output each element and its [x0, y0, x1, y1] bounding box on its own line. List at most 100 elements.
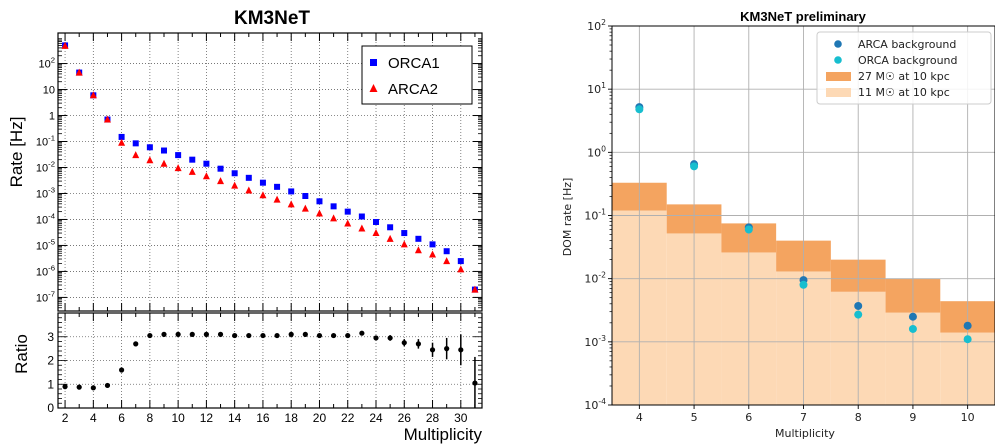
orca1-point — [161, 147, 167, 154]
left-y-axis-label: Rate [Hz] — [7, 117, 26, 188]
y-tick-label: 2 — [47, 354, 54, 368]
ratio-point — [175, 331, 181, 337]
y-tick-label: 1 — [49, 111, 55, 123]
arca2-point — [429, 250, 437, 258]
right-y-axis-label: DOM rate [Hz] — [561, 178, 574, 257]
arca2-point — [386, 234, 394, 242]
arca-background-point — [963, 321, 972, 330]
ratio-point — [119, 367, 125, 373]
ratio-point — [76, 384, 82, 390]
legend-label: ORCA1 — [388, 55, 440, 72]
legend: ARCA background ORCA background 27 M☉ at 1… — [816, 31, 992, 105]
orca1-point — [274, 183, 281, 190]
orca1-point — [415, 235, 422, 242]
legend-label: ARCA background — [858, 38, 956, 51]
x-tick-label: 22 — [341, 411, 355, 425]
y-tick-label: 10-3 — [584, 334, 606, 349]
orca1-point — [316, 198, 323, 205]
right-x-axis-label: Multiplicity — [775, 427, 835, 440]
left-rate-panel: 10-7 10-6 10-5 10-4 10-3 10-2 10-1 1 10 102 ORCA1 A… — [36, 32, 483, 312]
orca1-point — [231, 170, 238, 177]
ratio-point — [62, 384, 68, 390]
orca1-point — [429, 241, 436, 248]
orca-background-point — [635, 105, 644, 114]
arca2-point — [160, 159, 168, 167]
arca2-point — [202, 172, 210, 180]
arca2-point — [315, 209, 323, 217]
x-tick-label: 20 — [313, 411, 327, 425]
y-tick-label: 10-4 — [584, 397, 606, 412]
arca2-point — [132, 151, 140, 159]
legend-marker — [826, 72, 851, 81]
orca1-point — [457, 258, 464, 265]
ratio-point — [472, 380, 478, 386]
legend: ORCA1 ARCA2 — [361, 45, 473, 105]
ratio-point — [133, 341, 139, 347]
y-tick-label: 10-4 — [36, 212, 56, 227]
ratio-point — [217, 331, 224, 337]
ratio-point — [302, 331, 308, 337]
ratio-point — [274, 332, 280, 339]
right-dom-rate-panel: 10-4 10-3 10-2 10-1 100 101 102 4 5 6 7 8 9 10 ARCA ba… — [584, 18, 995, 424]
plot-background — [58, 313, 482, 408]
arca2-point — [400, 240, 408, 248]
arca-background-point — [908, 312, 917, 321]
x-tick-label: 28 — [426, 411, 440, 425]
arca2-point — [457, 265, 465, 273]
legend-label: 11 M☉ at 10 kpc — [858, 86, 950, 99]
orca1-point — [189, 156, 196, 163]
ratio-point — [203, 331, 209, 337]
x-tick-label: 30 — [454, 411, 468, 425]
x-tick-label: 10 — [171, 411, 185, 425]
ratio-point — [189, 331, 195, 337]
x-tick-label: 4 — [636, 411, 643, 424]
y-tick-label: 10 — [43, 85, 55, 97]
x-tick-label: 18 — [285, 411, 299, 425]
x-tick-label: 16 — [256, 411, 270, 425]
x-tick-label: 24 — [369, 411, 383, 425]
x-tick-label: 8 — [855, 411, 862, 424]
y-tick-label: 1 — [47, 377, 54, 391]
legend-marker — [834, 40, 842, 48]
orca1-point — [146, 144, 153, 151]
y-tick-label: 10-1 — [36, 134, 55, 149]
legend-marker — [369, 84, 378, 92]
orca1-point — [288, 188, 295, 195]
x-tick-label: 14 — [228, 411, 242, 425]
x-tick-label: 10 — [961, 411, 975, 424]
y-tick-label: 10-3 — [36, 186, 55, 201]
y-tick-label: 3 — [47, 330, 54, 344]
orca1-point — [373, 218, 379, 225]
ratio-point — [401, 340, 407, 346]
ratio-point — [387, 335, 393, 341]
legend-marker — [370, 59, 377, 66]
orca1-point — [443, 248, 450, 255]
orca-background-point — [799, 280, 808, 289]
ratio-point — [316, 332, 323, 339]
x-tick-label: 6 — [745, 411, 752, 424]
left-ratio-axis-label: Ratio — [12, 334, 31, 374]
orca-background-point — [908, 324, 917, 333]
y-tick-label: 0 — [47, 401, 54, 415]
arca2-point — [301, 204, 309, 212]
orca1-point — [401, 230, 408, 237]
ratio-point — [147, 332, 153, 339]
ratio-point — [288, 331, 294, 337]
arca2-point — [245, 186, 253, 194]
x-tick-label: 4 — [90, 411, 97, 425]
ratio-point — [415, 341, 421, 347]
arca2-point — [89, 91, 97, 99]
y-tick-label: 101 — [587, 81, 606, 96]
x-tick-label: 5 — [691, 411, 698, 424]
y-tick-label: 10-5 — [36, 237, 55, 252]
arca2-point — [103, 115, 111, 123]
ratio-point — [458, 347, 464, 353]
orca1-point — [302, 192, 309, 199]
arca2-point — [75, 68, 83, 76]
arca2-point — [344, 219, 352, 227]
arca2-point — [471, 285, 479, 293]
ratio-point — [104, 382, 111, 389]
arca2-point — [231, 181, 239, 189]
